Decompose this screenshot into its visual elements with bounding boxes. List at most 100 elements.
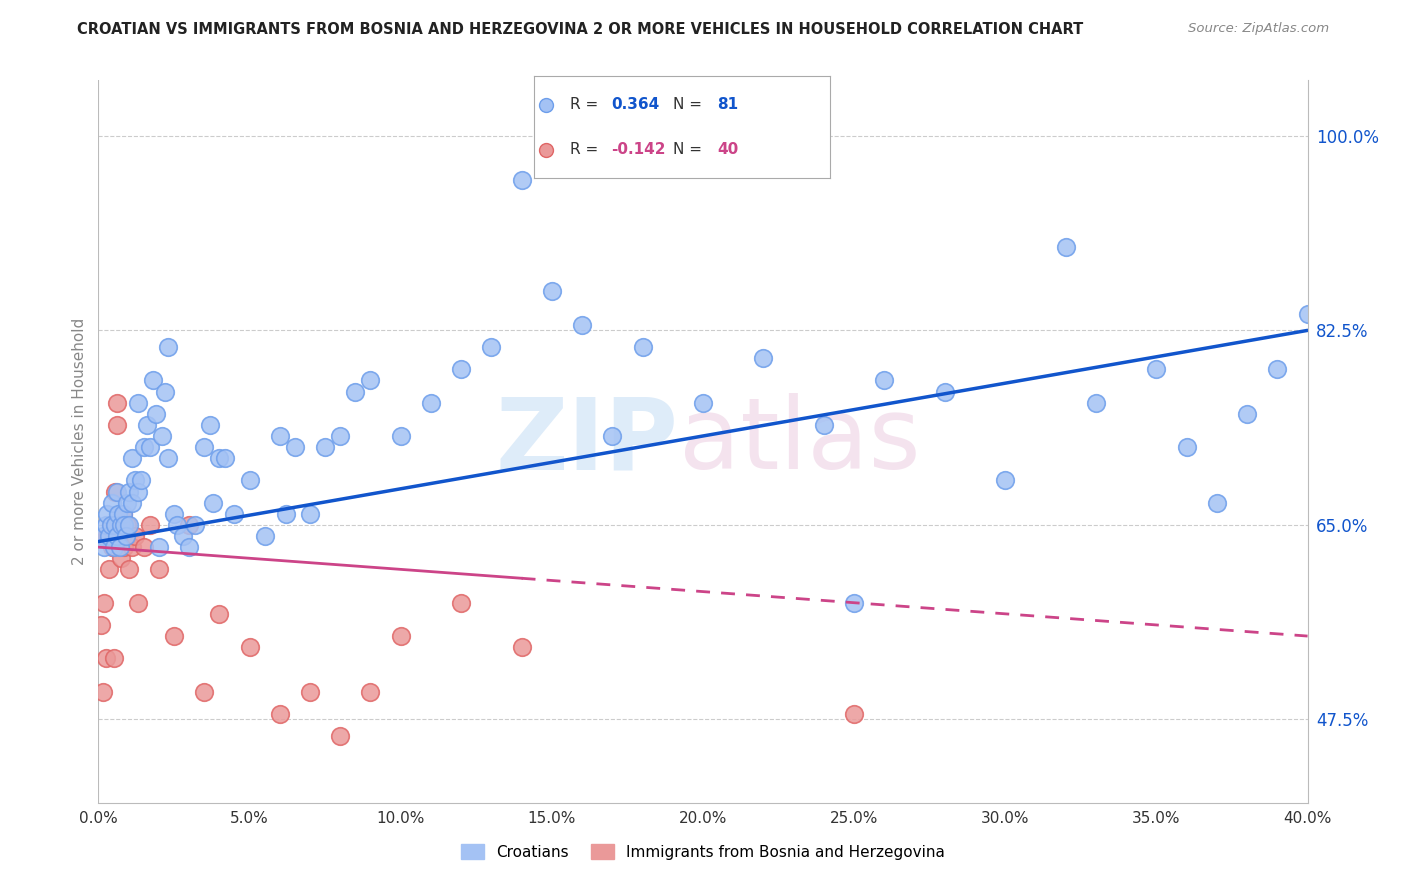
Point — [127, 395, 149, 409]
Point — [91, 529, 114, 543]
Point — [166, 517, 188, 532]
Point — [631, 340, 654, 354]
Point — [124, 529, 146, 543]
Point — [1296, 307, 1319, 321]
Point — [481, 340, 503, 354]
Point — [118, 562, 141, 576]
Point — [98, 529, 121, 543]
Point — [96, 507, 118, 521]
Point — [105, 529, 128, 543]
Point — [111, 507, 134, 521]
Point — [118, 484, 141, 499]
Point — [112, 517, 135, 532]
Point — [873, 373, 896, 387]
Point — [150, 429, 173, 443]
Point — [145, 407, 167, 421]
Point — [114, 529, 136, 543]
Point — [148, 562, 170, 576]
Point — [101, 540, 124, 554]
Point — [510, 640, 533, 655]
Legend: Croatians, Immigrants from Bosnia and Herzegovina: Croatians, Immigrants from Bosnia and He… — [453, 836, 953, 867]
Point — [118, 517, 141, 532]
Text: N =: N = — [673, 142, 707, 157]
Text: 81: 81 — [717, 97, 738, 112]
Point — [420, 395, 443, 409]
Point — [101, 496, 124, 510]
Point — [314, 440, 336, 454]
Point — [239, 640, 262, 655]
Point — [103, 651, 125, 665]
Point — [692, 395, 714, 409]
Point — [1236, 407, 1258, 421]
Point — [602, 429, 624, 443]
Point — [93, 540, 115, 554]
Point — [104, 517, 127, 532]
Point — [193, 440, 215, 454]
Text: atlas: atlas — [679, 393, 921, 490]
Point — [389, 429, 412, 443]
Text: Source: ZipAtlas.com: Source: ZipAtlas.com — [1188, 22, 1329, 36]
Point — [163, 629, 186, 643]
Text: ZIP: ZIP — [496, 393, 679, 490]
Point — [94, 651, 117, 665]
Point — [111, 507, 134, 521]
Point — [121, 496, 143, 510]
Point — [329, 729, 352, 743]
Point — [360, 373, 382, 387]
Point — [110, 517, 132, 532]
Point — [193, 684, 215, 698]
Point — [184, 517, 207, 532]
Point — [115, 517, 138, 532]
Point — [139, 440, 162, 454]
Point — [540, 285, 562, 299]
Point — [299, 684, 322, 698]
Point — [269, 429, 291, 443]
Point — [360, 684, 382, 698]
Point — [208, 607, 231, 621]
Point — [813, 417, 835, 432]
Point — [510, 173, 533, 187]
Point — [179, 517, 201, 532]
Point — [115, 496, 138, 510]
Point — [156, 340, 179, 354]
Point — [274, 507, 297, 521]
Point — [1054, 240, 1077, 254]
Point — [96, 529, 118, 543]
Point — [121, 451, 143, 466]
Point — [1085, 395, 1108, 409]
Point — [110, 551, 132, 566]
Point — [104, 484, 127, 499]
Point — [844, 706, 866, 721]
Point — [91, 684, 114, 698]
Point — [100, 517, 122, 532]
Point — [214, 451, 236, 466]
Point — [202, 496, 225, 510]
Point — [156, 451, 179, 466]
Point — [344, 384, 367, 399]
Point — [239, 474, 262, 488]
Point — [108, 529, 131, 543]
Point — [253, 529, 276, 543]
Point — [121, 540, 143, 554]
Y-axis label: 2 or more Vehicles in Household: 2 or more Vehicles in Household — [72, 318, 87, 566]
Text: N =: N = — [673, 97, 707, 112]
Point — [571, 318, 593, 332]
Point — [112, 540, 135, 554]
Point — [105, 417, 128, 432]
Point — [94, 517, 117, 532]
Point — [107, 507, 129, 521]
Point — [1267, 362, 1289, 376]
Point — [1175, 440, 1198, 454]
Point — [124, 474, 146, 488]
Point — [139, 517, 162, 532]
Point — [107, 517, 129, 532]
Point — [114, 529, 136, 543]
Point — [103, 540, 125, 554]
Point — [105, 484, 128, 499]
Text: CROATIAN VS IMMIGRANTS FROM BOSNIA AND HERZEGOVINA 2 OR MORE VEHICLES IN HOUSEHO: CROATIAN VS IMMIGRANTS FROM BOSNIA AND H… — [77, 22, 1084, 37]
Text: 40: 40 — [717, 142, 738, 157]
Point — [329, 429, 352, 443]
Point — [224, 507, 246, 521]
Point — [148, 540, 170, 554]
Point — [142, 373, 165, 387]
